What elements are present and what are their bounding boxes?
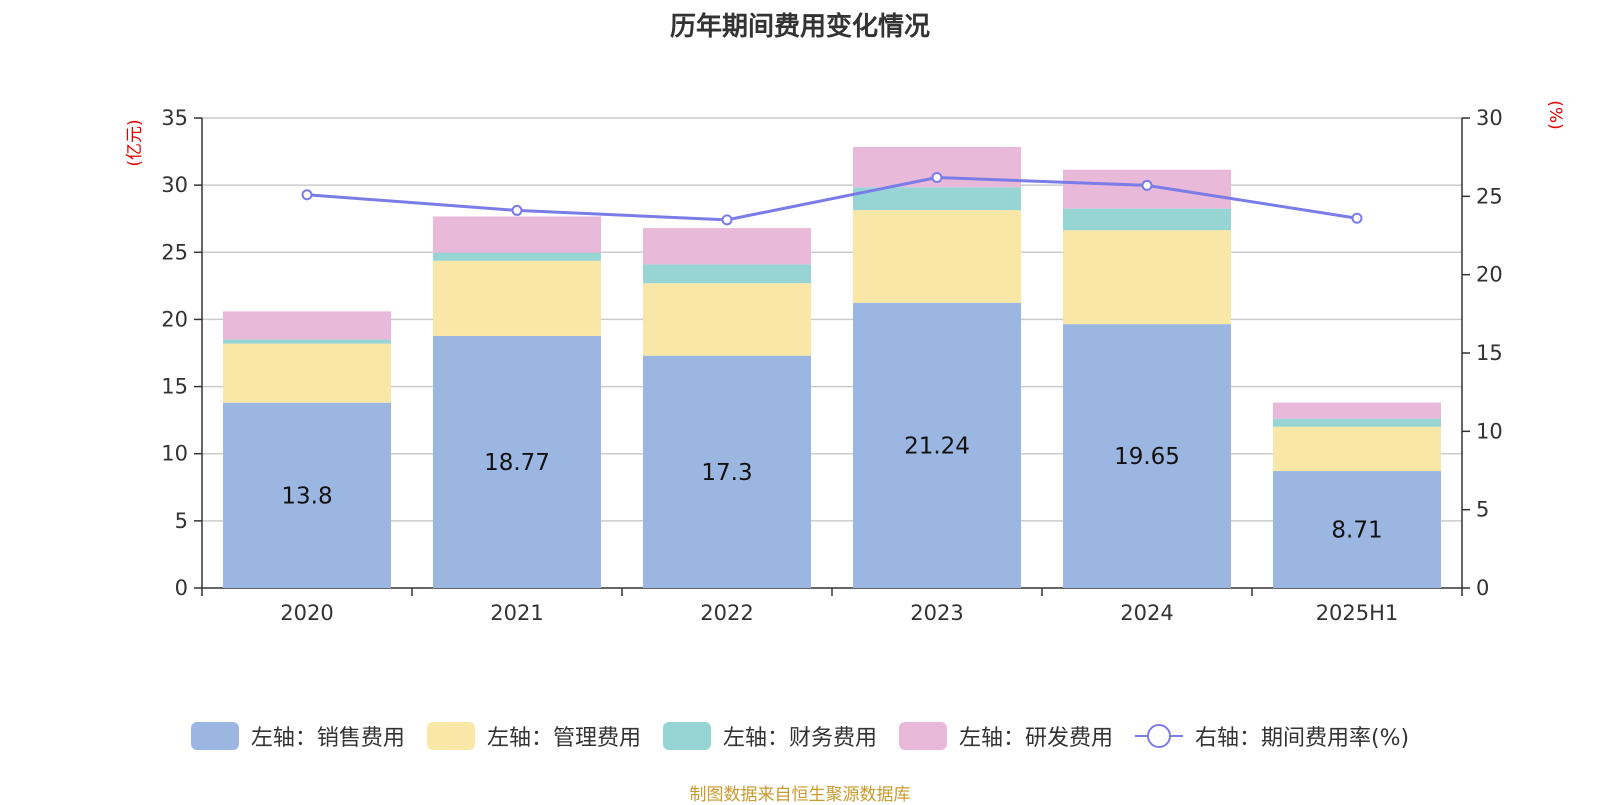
left-axis-tick-label: 0	[175, 576, 188, 600]
left-axis-tick-label: 25	[161, 240, 188, 264]
legend-swatch-finance	[662, 722, 711, 750]
bar-segment-0	[433, 335, 601, 588]
chart-title: 历年期间费用变化情况	[669, 12, 930, 42]
bar-segment-0	[643, 355, 811, 588]
expense-rate-point	[301, 189, 313, 201]
bar-segment-3	[433, 216, 601, 253]
bar-segment-2	[1273, 418, 1441, 427]
left-axis-tick-label: 15	[161, 375, 188, 399]
bar-segment-2	[1063, 208, 1231, 231]
bar-segment-3	[643, 228, 811, 265]
bar-data-label: 18.77	[484, 450, 550, 476]
x-axis-tick-label: 2024	[1120, 601, 1173, 625]
bar-segment-2	[643, 264, 811, 284]
legend-swatch-rnd	[898, 722, 947, 750]
chart-canvas: 0 5 10 15 20 25 30 35 0 5 10 15 20 25 30 (亿元) (%) 2020 13.…	[125, 100, 1565, 625]
bar-data-label: 19.65	[1114, 444, 1180, 470]
bar-data-label: 21.24	[904, 433, 970, 459]
source-note: 制图数据来自恒生聚源数据库	[689, 785, 911, 805]
expense-rate-point	[511, 204, 523, 216]
expense-rate-point	[1351, 212, 1363, 224]
legend-label-sales: 左轴：销售费用	[250, 726, 405, 751]
left-axis-tick-label: 30	[161, 173, 188, 197]
right-axis-tick-label: 5	[1476, 498, 1489, 522]
legend: 左轴：销售费用 左轴：管理费用 左轴：财务费用 左轴：研发费用 右轴：期间费用率…	[0, 720, 1600, 752]
bar-data-label: 8.71	[1331, 518, 1382, 544]
bar-segment-1	[433, 260, 601, 336]
left-axis-unit-label: (亿元)	[125, 119, 145, 166]
legend-item-admin[interactable]: 左轴：管理费用	[426, 720, 641, 752]
right-axis-tick-label: 0	[1476, 576, 1489, 600]
bar-segment-0	[1273, 471, 1441, 588]
legend-item-finance[interactable]: 左轴：财务费用	[662, 720, 877, 752]
bar-segment-2	[853, 187, 1021, 211]
right-axis-tick-label: 30	[1476, 106, 1503, 130]
x-axis-tick-label: 2025H1	[1316, 601, 1399, 625]
legend-line-marker-icon	[1134, 722, 1183, 750]
bar-segment-3	[223, 311, 391, 340]
right-axis-tick-label: 20	[1476, 263, 1503, 287]
bar-segment-1	[1063, 230, 1231, 325]
bar-segment-0	[1063, 324, 1231, 588]
bar-data-label: 17.3	[701, 460, 752, 486]
legend-label-admin: 左轴：管理费用	[486, 726, 641, 751]
left-axis-tick-label: 10	[161, 442, 188, 466]
x-axis-tick-label: 2021	[490, 601, 543, 625]
x-axis-tick-label: 2022	[700, 601, 753, 625]
right-axis-tick-label: 25	[1476, 184, 1503, 208]
bar-segment-2	[223, 339, 391, 344]
right-axis-tick-label: 10	[1476, 419, 1503, 443]
bar-segment-0	[223, 402, 391, 588]
left-axis-tick-label: 5	[175, 509, 188, 533]
bar-segment-0	[853, 302, 1021, 588]
legend-label-finance: 左轴：财务费用	[722, 726, 877, 751]
bar-segment-1	[853, 210, 1021, 303]
left-axis-tick-label: 20	[161, 307, 188, 331]
x-axis-tick-label: 2020	[280, 601, 333, 625]
bar-data-label: 13.8	[281, 483, 332, 509]
expense-rate-point	[721, 214, 733, 226]
legend-item-sales[interactable]: 左轴：销售费用	[190, 720, 405, 752]
bar-segment-2	[433, 252, 601, 261]
bar-segment-1	[223, 343, 391, 403]
legend-swatch-admin	[426, 722, 475, 750]
bar-segment-1	[1273, 426, 1441, 472]
legend-item-expense-rate[interactable]: 右轴：期间费用率(%)	[1134, 720, 1410, 752]
expense-rate-point	[931, 172, 943, 184]
bar-segment-3	[1273, 402, 1441, 419]
legend-swatch-sales	[190, 722, 239, 750]
expense-rate-line	[306, 176, 1358, 222]
bar-segment-1	[643, 283, 811, 356]
left-axis-tick-label: 35	[161, 106, 188, 130]
x-axis-tick-label: 2023	[910, 601, 963, 625]
legend-item-rnd[interactable]: 左轴：研发费用	[898, 720, 1113, 752]
expense-rate-point	[1141, 179, 1153, 191]
legend-label-expense-rate: 右轴：期间费用率(%)	[1194, 726, 1410, 751]
legend-label-rnd: 左轴：研发费用	[958, 726, 1113, 751]
right-axis-tick-label: 15	[1476, 341, 1503, 365]
right-axis-unit-label: (%)	[1545, 100, 1565, 129]
